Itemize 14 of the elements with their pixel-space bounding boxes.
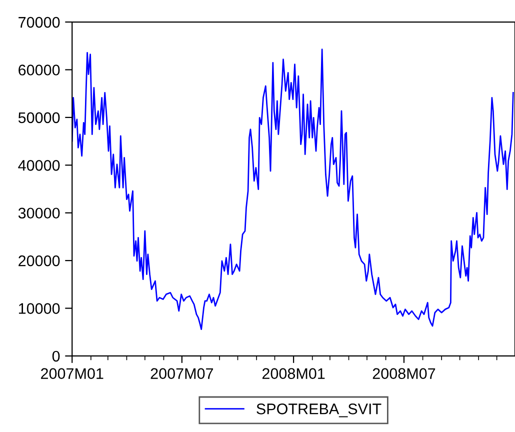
y-tick-label: 40000: [18, 160, 60, 171]
y-tick-label: 10000: [18, 303, 60, 314]
line-series: [72, 48, 514, 330]
y-tick-label: 20000: [18, 255, 60, 266]
y-tick-label: 70000: [18, 16, 60, 28]
y-tick-label: 50000: [18, 112, 60, 124]
y-tick-label: 60000: [18, 64, 60, 76]
x-tick-label: 2007M01: [41, 368, 104, 379]
y-tick-label: 0: [52, 350, 60, 362]
legend-label: SPOTREBA_SVIT: [256, 404, 382, 418]
x-tick-label: 2008M01: [262, 368, 325, 379]
x-tick-label: 2008M07: [372, 368, 436, 379]
x-tick-label: 2007M07: [150, 368, 214, 379]
y-tick-label: 30000: [18, 208, 60, 219]
